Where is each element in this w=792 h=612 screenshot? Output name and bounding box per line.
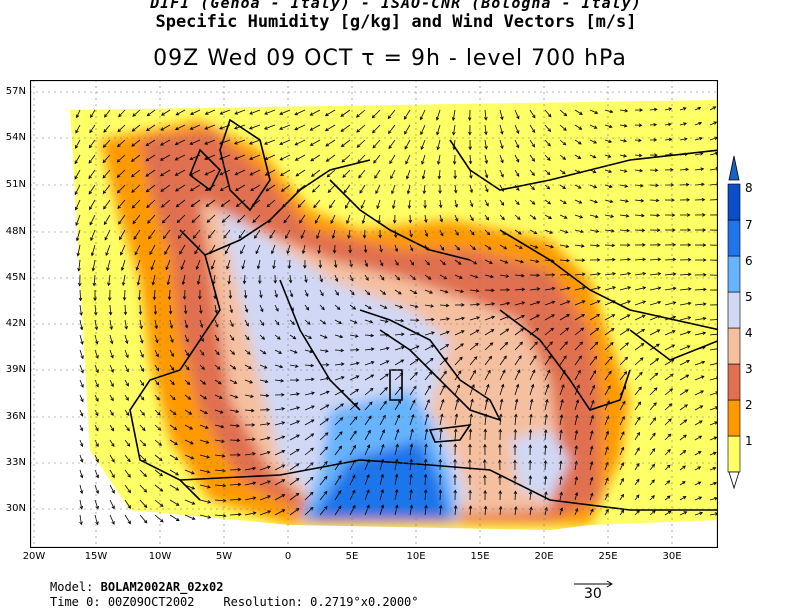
- legend-label: 3: [745, 362, 753, 376]
- reference-vector-arrow: [574, 580, 613, 588]
- legend-label: 1: [745, 434, 753, 448]
- lat-label: 33N: [5, 457, 26, 468]
- reference-vector-value: 30: [584, 586, 602, 602]
- lat-label: 36N: [5, 411, 26, 422]
- lat-label: 48N: [5, 226, 26, 237]
- legend-color-box: [727, 183, 741, 221]
- humidity-color-legend: [727, 155, 741, 490]
- resolution-label: Resolution:: [223, 595, 303, 609]
- lon-label: 0: [284, 551, 292, 562]
- legend-color-box: [727, 291, 741, 329]
- legend-color-box: [727, 219, 741, 257]
- lon-label: 20W: [22, 551, 46, 562]
- lat-label: 42N: [5, 318, 26, 329]
- model-value: BOLAM2002AR_02x02: [100, 580, 224, 594]
- model-info: Model: BOLAM2002AR_02x02: [50, 580, 223, 594]
- institution-header: DIFI (Genoa - Italy) - ISAO-CNR (Bologna…: [150, 0, 642, 12]
- legend-label: 5: [745, 290, 753, 304]
- legend-label: 8: [745, 181, 753, 195]
- legend-color-box: [727, 327, 741, 365]
- humidity-wind-map: [30, 80, 718, 548]
- map-border: [30, 80, 718, 548]
- lon-label: 15E: [470, 551, 490, 562]
- lon-label: 20E: [534, 551, 554, 562]
- lat-label: 45N: [5, 272, 26, 283]
- time-resolution-info: Time 0: 00Z09OCT2002 Resolution: 0.2719°…: [50, 595, 419, 609]
- lat-label: 57N: [5, 86, 26, 97]
- lat-label: 51N: [5, 179, 26, 190]
- legend-label: 2: [745, 398, 753, 412]
- legend-label: 6: [745, 254, 753, 268]
- model-label: Model:: [50, 580, 94, 594]
- lon-label: 10W: [148, 551, 172, 562]
- lat-label: 39N: [5, 364, 26, 375]
- lat-label: 30N: [5, 503, 26, 514]
- time-level-header: 09Z Wed 09 OCT τ = 9h - level 700 hPa: [153, 46, 627, 71]
- time-label: Time 0:: [50, 595, 101, 609]
- lon-label: 10E: [406, 551, 426, 562]
- lon-label: 15W: [84, 551, 108, 562]
- wind-vectors: [74, 106, 718, 526]
- coastlines: [129, 118, 718, 511]
- legend-low-arrow: [728, 471, 740, 490]
- legend-color-box: [727, 363, 741, 401]
- legend-color-box: [727, 399, 741, 437]
- time-value: 00Z09OCT2002: [107, 595, 195, 609]
- lon-label: 5E: [345, 551, 359, 562]
- legend-color-box: [727, 255, 741, 293]
- graticule: [30, 80, 718, 548]
- legend-color-box: [727, 435, 741, 473]
- legend-label: 4: [745, 326, 753, 340]
- lat-label: 54N: [5, 132, 26, 143]
- lon-label: 25E: [598, 551, 618, 562]
- lon-label: 30E: [662, 551, 682, 562]
- legend-label: 7: [745, 218, 753, 232]
- resolution-value: 0.2719°x0.2000°: [310, 595, 419, 609]
- variable-header: Specific Humidity [g/kg] and Wind Vector…: [155, 12, 637, 32]
- legend-high-arrow: [728, 155, 740, 181]
- lon-label: 5W: [215, 551, 233, 562]
